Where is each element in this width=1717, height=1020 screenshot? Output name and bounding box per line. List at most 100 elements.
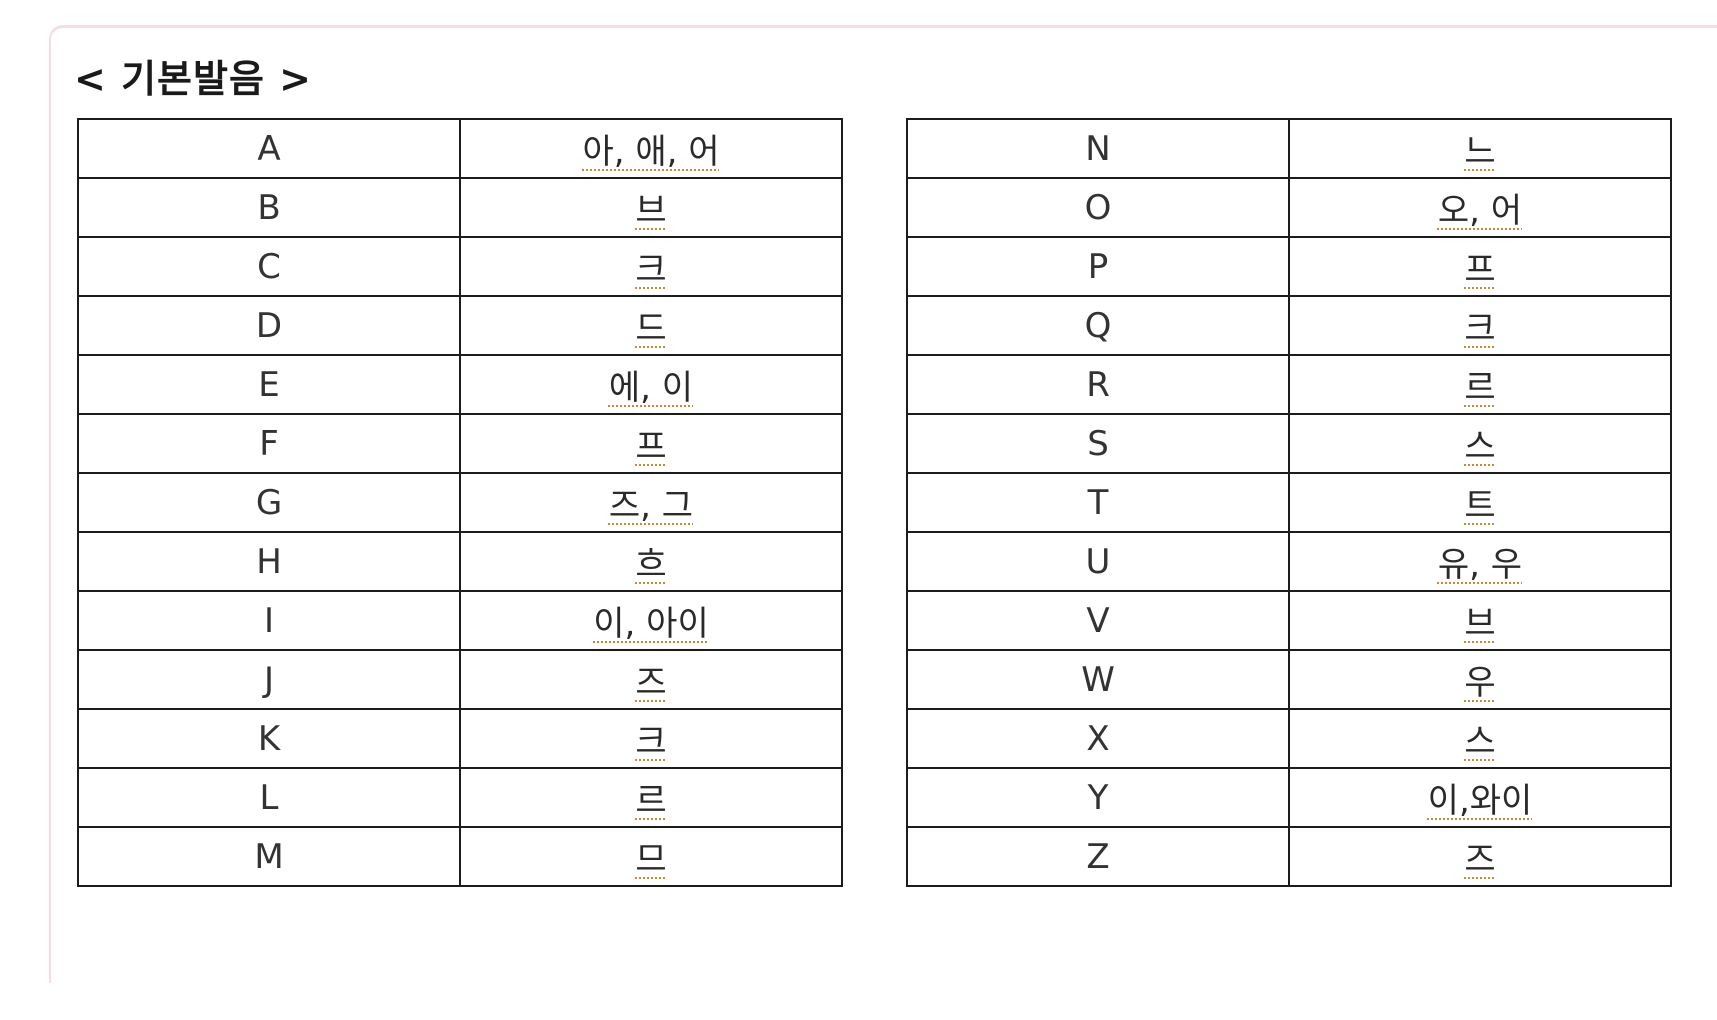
sound-cell: 스 <box>1288 708 1672 769</box>
table-row: Y 이,와이 <box>906 767 1672 828</box>
sound-text: 오, 어 <box>1437 191 1523 231</box>
sound-text: 즈, 그 <box>608 486 694 526</box>
sound-text: 르 <box>1464 368 1496 408</box>
sound-cell: 우 <box>1288 649 1672 710</box>
sound-cell: 아, 애, 어 <box>459 118 843 179</box>
table-row: U 유, 우 <box>906 531 1672 592</box>
sound-text: 스 <box>1464 427 1496 467</box>
sound-text: 느 <box>1464 132 1496 172</box>
letter-cell: V <box>906 590 1290 651</box>
sound-text: 르 <box>635 781 667 821</box>
letter-cell: T <box>906 472 1290 533</box>
sound-text: 프 <box>1464 250 1496 290</box>
sound-text: 므 <box>635 840 667 880</box>
sound-cell: 스 <box>1288 413 1672 474</box>
letter-cell: K <box>77 708 461 769</box>
sound-cell: 르 <box>459 767 843 828</box>
letter-cell: F <box>77 413 461 474</box>
letter-cell: J <box>77 649 461 710</box>
letter-cell: X <box>906 708 1290 769</box>
table-row: I 이, 아이 <box>77 590 843 651</box>
sound-cell: 므 <box>459 826 843 887</box>
sound-cell: 이, 아이 <box>459 590 843 651</box>
sound-text: 흐 <box>635 545 667 585</box>
sound-cell: 크 <box>459 708 843 769</box>
letter-cell: Q <box>906 295 1290 356</box>
letter-cell: U <box>906 531 1290 592</box>
sound-cell: 드 <box>459 295 843 356</box>
table-row: G 즈, 그 <box>77 472 843 533</box>
letter-cell: L <box>77 767 461 828</box>
letter-cell: H <box>77 531 461 592</box>
sound-cell: 트 <box>1288 472 1672 533</box>
letter-cell: M <box>77 826 461 887</box>
letter-cell: G <box>77 472 461 533</box>
letter-cell: B <box>77 177 461 238</box>
sound-cell: 브 <box>459 177 843 238</box>
sound-cell: 느 <box>1288 118 1672 179</box>
sound-text: 크 <box>635 722 667 762</box>
sound-cell: 프 <box>1288 236 1672 297</box>
letter-cell: C <box>77 236 461 297</box>
sound-text: 에, 이 <box>608 368 694 408</box>
sound-cell: 크 <box>1288 295 1672 356</box>
table-row: E 에, 이 <box>77 354 843 415</box>
sound-cell: 흐 <box>459 531 843 592</box>
letter-cell: O <box>906 177 1290 238</box>
sound-text: 이, 아이 <box>593 604 709 644</box>
sound-text: 유, 우 <box>1437 545 1523 585</box>
sound-cell: 즈, 그 <box>459 472 843 533</box>
sound-cell: 유, 우 <box>1288 531 1672 592</box>
sound-text: 크 <box>635 250 667 290</box>
sound-cell: 브 <box>1288 590 1672 651</box>
letter-cell: R <box>906 354 1290 415</box>
sound-text: 이,와이 <box>1427 781 1533 821</box>
letter-cell: S <box>906 413 1290 474</box>
pronunciation-table-right: N 느 O 오, 어 P 프 Q 크 R 르 S 스 T 트 U 유, 우 V 브 W 우 X 스 Y 이,와이 Z 즈 <box>906 118 1672 887</box>
sound-cell: 이,와이 <box>1288 767 1672 828</box>
sound-text: 즈 <box>1464 840 1496 880</box>
sound-text: 즈 <box>635 663 667 703</box>
sound-cell: 즈 <box>459 649 843 710</box>
letter-cell: D <box>77 295 461 356</box>
letter-cell: A <box>77 118 461 179</box>
sound-text: 트 <box>1464 486 1496 526</box>
letter-cell: P <box>906 236 1290 297</box>
sound-cell: 오, 어 <box>1288 177 1672 238</box>
sound-cell: 크 <box>459 236 843 297</box>
letter-cell: Z <box>906 826 1290 887</box>
page-title: < 기본발음 > <box>74 57 312 101</box>
letter-cell: Y <box>906 767 1290 828</box>
letter-cell: W <box>906 649 1290 710</box>
letter-cell: N <box>906 118 1290 179</box>
sound-cell: 에, 이 <box>459 354 843 415</box>
sound-cell: 프 <box>459 413 843 474</box>
sound-cell: 즈 <box>1288 826 1672 887</box>
letter-cell: I <box>77 590 461 651</box>
sound-cell: 르 <box>1288 354 1672 415</box>
sound-text: 우 <box>1464 663 1496 703</box>
pronunciation-table-left: A 아, 애, 어 B 브 C 크 D 드 E 에, 이 F 프 G 즈, 그 H 흐 I 이, 아이 J 즈 K 크 L 르… <box>77 118 843 887</box>
sound-text: 스 <box>1464 722 1496 762</box>
sound-text: 드 <box>635 309 667 349</box>
sound-text: 크 <box>1464 309 1496 349</box>
